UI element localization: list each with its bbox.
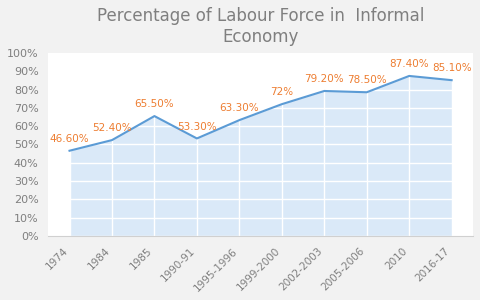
Text: 87.40%: 87.40% bbox=[389, 59, 428, 69]
Text: 72%: 72% bbox=[270, 87, 293, 97]
Text: 53.30%: 53.30% bbox=[177, 122, 216, 131]
Title: Percentage of Labour Force in  Informal
Economy: Percentage of Labour Force in Informal E… bbox=[96, 7, 423, 46]
Text: 79.20%: 79.20% bbox=[304, 74, 343, 84]
Text: 63.30%: 63.30% bbox=[219, 103, 259, 113]
Text: 78.50%: 78.50% bbox=[346, 75, 386, 85]
Text: 65.50%: 65.50% bbox=[134, 99, 174, 109]
Text: 52.40%: 52.40% bbox=[92, 123, 132, 133]
Text: 85.10%: 85.10% bbox=[431, 63, 470, 73]
Text: 46.60%: 46.60% bbox=[49, 134, 89, 144]
